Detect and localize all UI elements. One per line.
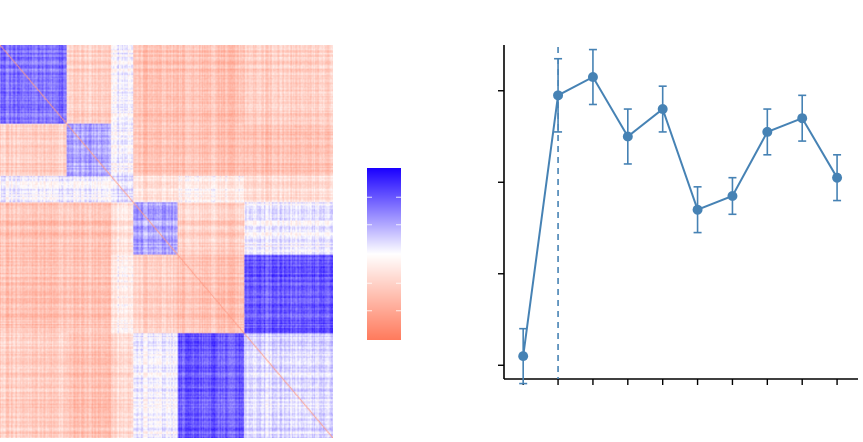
correlation-heatmap — [0, 45, 333, 438]
colorbar — [367, 168, 401, 340]
data-point — [727, 190, 738, 201]
data-point — [657, 104, 668, 115]
data-point — [518, 351, 529, 362]
data-point — [797, 113, 808, 124]
heatmap-cells — [0, 45, 333, 438]
data-point — [762, 126, 773, 137]
data-point — [622, 131, 633, 142]
data-point — [692, 204, 703, 215]
colorbar-gradient — [367, 168, 401, 340]
line-chart — [498, 45, 858, 385]
data-point — [587, 72, 598, 83]
data-point — [553, 90, 564, 101]
series-line — [522, 75, 838, 357]
data-point — [832, 172, 843, 183]
